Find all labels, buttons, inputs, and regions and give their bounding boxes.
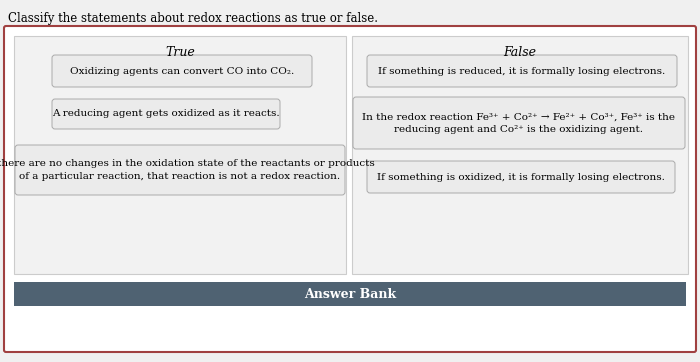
Text: If something is reduced, it is formally losing electrons.: If something is reduced, it is formally …	[379, 67, 666, 76]
FancyBboxPatch shape	[14, 282, 686, 306]
FancyBboxPatch shape	[4, 26, 696, 352]
Text: True: True	[165, 46, 195, 59]
FancyBboxPatch shape	[352, 36, 688, 274]
Text: Oxidizing agents can convert CO into CO₂.: Oxidizing agents can convert CO into CO₂…	[70, 67, 294, 76]
Text: A reducing agent gets oxidized as it reacts.: A reducing agent gets oxidized as it rea…	[52, 109, 280, 118]
FancyBboxPatch shape	[52, 55, 312, 87]
FancyBboxPatch shape	[52, 99, 280, 129]
FancyBboxPatch shape	[14, 36, 346, 274]
Text: In the redox reaction Fe³⁺ + Co²⁺ → Fe²⁺ + Co³⁺, Fe³⁺ is the
reducing agent and : In the redox reaction Fe³⁺ + Co²⁺ → Fe²⁺…	[363, 112, 676, 134]
FancyBboxPatch shape	[15, 145, 345, 195]
Text: If there are no changes in the oxidation state of the reactants or products
of a: If there are no changes in the oxidation…	[0, 159, 374, 181]
FancyBboxPatch shape	[353, 97, 685, 149]
FancyBboxPatch shape	[14, 306, 686, 346]
FancyBboxPatch shape	[367, 161, 675, 193]
Text: Answer Bank: Answer Bank	[304, 287, 396, 300]
FancyBboxPatch shape	[367, 55, 677, 87]
Text: False: False	[503, 46, 536, 59]
Text: Classify the statements about redox reactions as true or false.: Classify the statements about redox reac…	[8, 12, 378, 25]
Text: If something is oxidized, it is formally losing electrons.: If something is oxidized, it is formally…	[377, 173, 665, 181]
